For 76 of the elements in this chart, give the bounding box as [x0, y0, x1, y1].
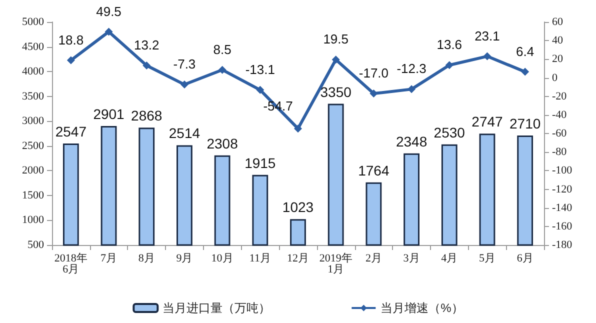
x-tick-label: 6月: [516, 252, 534, 264]
data-label: 2308: [206, 135, 238, 152]
y2-tick-label: -120: [552, 183, 573, 196]
point: [408, 85, 416, 94]
x-tick-label: 11月: [249, 252, 271, 264]
point: [180, 80, 188, 89]
data-label: 2901: [93, 106, 125, 122]
x-tick-label: 2月: [365, 252, 382, 264]
data-label: 2530: [434, 124, 466, 140]
data-label: 1023: [282, 199, 314, 216]
point: [294, 124, 302, 133]
point: [483, 52, 492, 60]
data-label: 19.5: [323, 32, 348, 47]
y2-tick-label: -20: [552, 90, 568, 102]
y-tick-label: 500: [28, 239, 44, 251]
data-label: 18.8: [58, 32, 84, 48]
point: [332, 56, 340, 64]
legend-label: 当月增速（%）: [380, 301, 464, 315]
point: [66, 56, 75, 64]
data-label: 6.4: [516, 44, 534, 59]
data-label: 8.5: [213, 42, 232, 57]
data-label: 13.2: [134, 37, 160, 52]
point: [256, 86, 264, 94]
y-tick-label: 5000: [22, 16, 44, 28]
data-label: 2747: [472, 114, 504, 130]
x-tick-label: 4月: [441, 252, 458, 264]
data-label: 13.6: [436, 37, 462, 52]
x-tick-label: 10月: [211, 252, 234, 264]
y-tick-label: 2500: [22, 140, 44, 152]
data-label: 2710: [510, 115, 541, 132]
data-label: 2514: [168, 125, 200, 142]
point: [218, 66, 226, 74]
y-tick-label: 4000: [22, 66, 44, 78]
data-label: 1915: [244, 154, 276, 171]
data-label: -12.3: [396, 61, 426, 76]
data-label: 2547: [55, 124, 87, 140]
x-tick-label: 5月: [478, 252, 496, 264]
x-tick-label: 3月: [403, 252, 420, 264]
x-tick-label: 7月: [100, 252, 118, 264]
y-tick-label: 2000: [22, 164, 44, 177]
y2-tick-label: 20: [552, 53, 564, 66]
x-tick-label: 2019年 1月: [319, 252, 352, 276]
y2-tick-label: -160: [552, 220, 573, 232]
y2-tick-label: -100: [552, 164, 573, 177]
data-label: 49.5: [96, 4, 122, 19]
point: [104, 28, 113, 36]
data-label: -7.3: [173, 56, 196, 72]
y2-tick-label: -40: [552, 108, 568, 121]
y2-tick-label: -140: [552, 202, 573, 214]
point: [142, 61, 151, 70]
point: [445, 61, 454, 70]
y-tick-label: 4500: [22, 40, 44, 53]
y-tick-label: 1000: [22, 214, 44, 226]
y2-tick-label: -60: [552, 128, 568, 140]
x-tick-label: 9月: [176, 252, 193, 264]
x-tick-label: 8月: [138, 252, 155, 264]
data-label: 3350: [320, 84, 352, 100]
y2-tick-label: 40: [552, 34, 564, 47]
x-tick-label: 12月: [287, 252, 309, 264]
x-tick-label: 2018年 6月: [54, 252, 88, 276]
y2-tick-label: 0: [552, 72, 558, 84]
point: [370, 90, 378, 98]
data-label: 2348: [396, 133, 428, 150]
data-label: 23.1: [474, 28, 500, 44]
data-label: 1764: [358, 162, 390, 178]
data-label: -17.0: [358, 66, 389, 81]
y-tick-label: 1500: [22, 189, 44, 202]
y2-tick-label: -80: [552, 146, 568, 158]
y-tick-label: 3500: [22, 90, 44, 102]
y2-tick-label: -180: [552, 239, 573, 251]
data-label: 2868: [131, 108, 162, 124]
point: [521, 68, 530, 76]
legend-label: 当月进口量（万吨）: [162, 301, 271, 315]
y2-tick-label: 60: [552, 16, 564, 28]
data-label: -13.1: [245, 62, 275, 77]
y-tick-label: 3000: [22, 115, 44, 128]
